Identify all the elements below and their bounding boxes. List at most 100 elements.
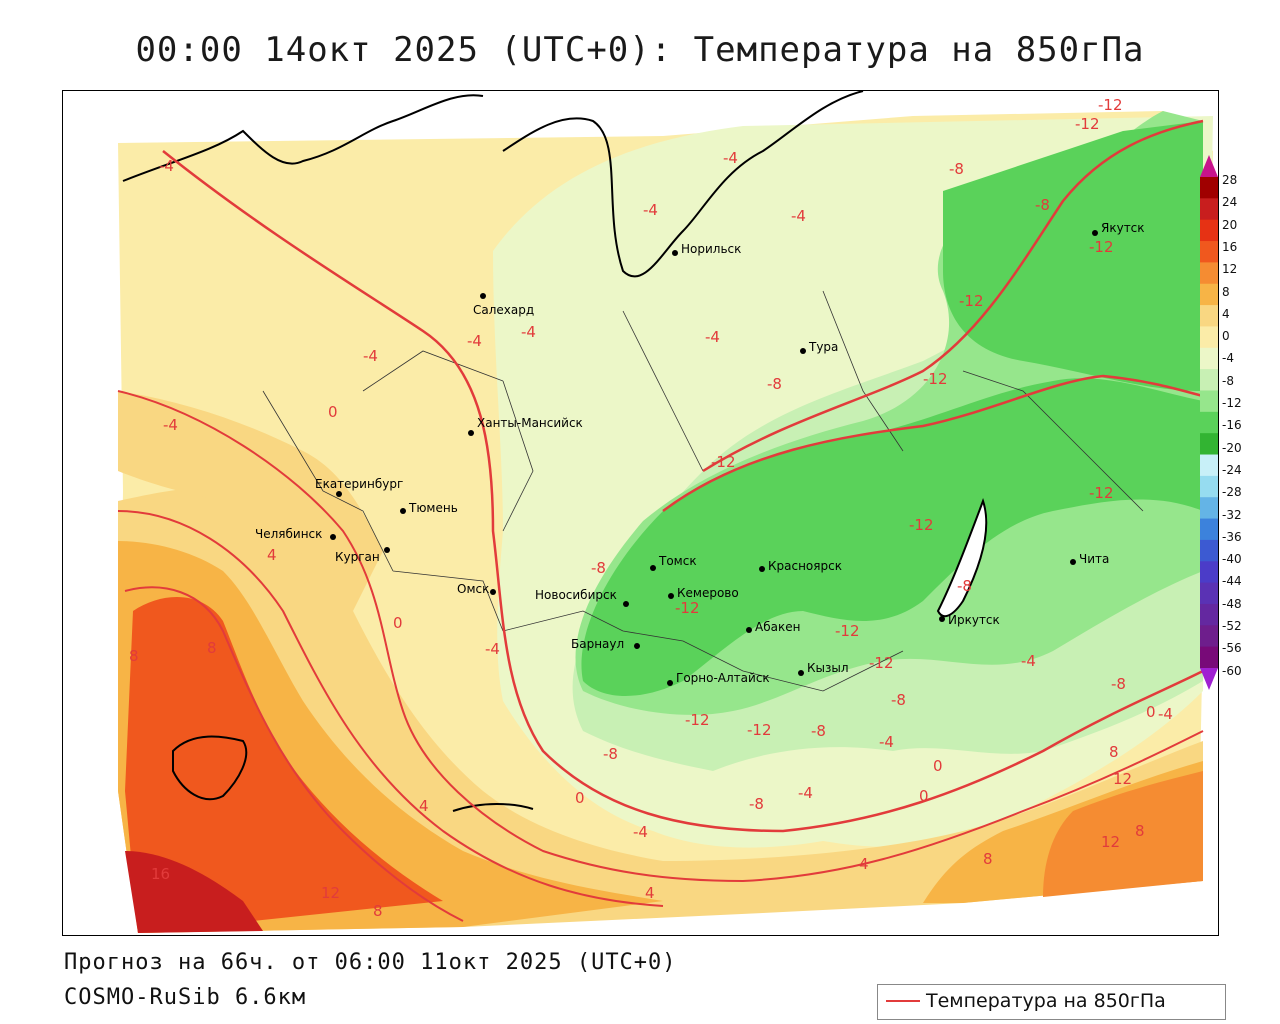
city-yakutsk: Якутск: [1092, 221, 1145, 236]
isotherm-label: 12: [1101, 833, 1120, 851]
colorbar-swatch: [1200, 518, 1218, 541]
isotherm-label: 16: [151, 865, 170, 883]
isotherm-label: 8: [983, 850, 993, 868]
city-yekaterinburg: Екатеринбург: [315, 477, 403, 497]
isotherm-label: -12: [923, 370, 948, 388]
colorbar-swatch: [1200, 326, 1218, 349]
colorbar-tick-label: -40: [1222, 552, 1242, 567]
svg-text:Тюмень: Тюмень: [408, 501, 458, 515]
isotherm-label: -12: [959, 292, 984, 310]
legend-label: Температура на 850гПа: [926, 990, 1166, 1012]
isotherm-plus8: [124, 586, 464, 922]
isotherm-label: -4: [633, 823, 648, 841]
isotherm-label: -4: [163, 416, 178, 434]
isotherm-label: 4: [419, 797, 429, 815]
city-norilsk: Норильск: [672, 242, 741, 256]
city-omsk: Омск: [457, 582, 496, 596]
colorbar-swatch: [1200, 411, 1218, 434]
city-khanty-mansiysk: Ханты-Мансийск: [468, 416, 583, 436]
colorbar-swatch: [1200, 262, 1218, 285]
colorbar-swatch: [1200, 305, 1218, 327]
isotherm-label: -12: [747, 721, 772, 739]
isotherm-label: -12: [835, 622, 860, 640]
isotherm-label: -4: [1158, 705, 1173, 723]
isotherm-minus12: [662, 374, 1204, 513]
isotherm-label: -4: [521, 323, 536, 341]
isotherm-labels: -12 -12 -4 -4 -4 -4 -8 -8 -12 -12 -4 -4 …: [129, 96, 1173, 920]
isotherm-label: -12: [711, 453, 736, 471]
isotherm-label: 12: [321, 884, 340, 902]
colorbar-swatch: [1200, 582, 1218, 605]
zone-plus0-west: [118, 391, 383, 611]
colorbar-tick-label: 0: [1222, 329, 1230, 344]
isotherm-label: -8: [1111, 675, 1126, 693]
isotherm-label: 0: [393, 614, 403, 632]
colorbar-tick-label: -44: [1222, 574, 1242, 589]
colorbar-swatch: [1200, 283, 1218, 306]
isotherm-plus4: [117, 510, 664, 907]
isotherm-label: -12: [869, 654, 894, 672]
zone-plus16: [125, 851, 263, 933]
isotherm-label: -4: [723, 149, 738, 167]
isotherm-label: -12: [1089, 238, 1114, 256]
map-title: 00:00 14окт 2025 (UTC+0): Температура на…: [135, 30, 1145, 70]
colorbar-tick-label: -28: [1222, 485, 1242, 500]
city-markers: Норильск Якутск Салехард Тура Ханты-Манс…: [255, 221, 1145, 686]
isotherm-label: -8: [749, 795, 764, 813]
city-kurgan: Курган: [335, 547, 390, 564]
isotherm-label: -8: [957, 577, 972, 595]
colorbar-tick-label: -60: [1222, 663, 1242, 678]
colorbar-swatch: [1200, 369, 1218, 391]
city-tyumen: Тюмень: [400, 501, 458, 515]
isotherm-label: -12: [1075, 115, 1100, 133]
svg-text:Екатеринбург: Екатеринбург: [315, 477, 403, 491]
colorbar-tick-label: -32: [1222, 507, 1242, 522]
colorbar-tick-label: 12: [1222, 262, 1238, 277]
isotherm-label: 8: [1109, 743, 1119, 761]
city-kyzyl: Кызыл: [798, 661, 849, 676]
colorbar-bottom-arrow: [1200, 668, 1218, 690]
isotherm-label: 0: [1146, 703, 1156, 721]
model-name: COSMO-RuSib 6.6км: [64, 985, 307, 1010]
legend-line-swatch: [886, 1000, 920, 1002]
colorbar-swatch: [1200, 646, 1218, 669]
svg-text:Норильск: Норильск: [681, 242, 741, 256]
isotherm-label: 4: [267, 546, 277, 564]
colorbar-swatch: [1200, 433, 1218, 456]
city-abakan: Абакен: [746, 620, 800, 634]
svg-text:Салехард: Салехард: [473, 303, 534, 317]
caspian-sea: [172, 735, 248, 801]
colorbar-swatch: [1200, 241, 1218, 263]
city-chelyabinsk: Челябинск: [255, 527, 336, 541]
svg-text:Барнаул: Барнаул: [571, 637, 624, 651]
svg-text:Горно-Алтайск: Горно-Алтайск: [676, 671, 770, 685]
colorbar-tick-label: -48: [1222, 596, 1242, 611]
svg-text:Чита: Чита: [1079, 552, 1109, 566]
isotherm-label: -8: [891, 691, 906, 709]
isotherm-minus8: [702, 119, 1204, 473]
city-salekhard: Салехард: [473, 293, 534, 317]
svg-text:Курган: Курган: [335, 550, 380, 564]
zone-minus16-east: [943, 121, 1203, 391]
temperature-map: Норильск Якутск Салехард Тура Ханты-Манс…: [62, 90, 1219, 936]
colorbar-tick-label: 8: [1222, 284, 1230, 299]
isotherm-label: 8: [1135, 822, 1145, 840]
svg-text:Кемерово: Кемерово: [677, 586, 739, 600]
colorbar-swatch: [1200, 177, 1218, 199]
isotherm-label: -4: [643, 201, 658, 219]
forecast-info: Прогноз на 66ч. от 06:00 11окт 2025 (UTC…: [64, 950, 677, 975]
colorbar-tick-label: 16: [1222, 239, 1238, 254]
city-irkutsk: Иркутск: [939, 613, 1000, 627]
map-canvas: Норильск Якутск Салехард Тура Ханты-Манс…: [117, 91, 1213, 933]
legend: Температура на 850гПа: [877, 984, 1226, 1020]
isotherm-label: -4: [363, 347, 378, 365]
svg-text:Ханты-Мансийск: Ханты-Мансийск: [477, 416, 583, 430]
arctic-coastline: [122, 91, 864, 278]
colorbar-tick-label: 28: [1222, 173, 1238, 187]
colorbar-swatch: [1200, 454, 1218, 477]
colorbar-swatch: [1200, 561, 1218, 584]
zone-plus12: [125, 597, 443, 933]
isotherm-label: -8: [767, 375, 782, 393]
isotherm-label: 8: [373, 902, 383, 920]
isotherm-label: -8: [949, 160, 964, 178]
